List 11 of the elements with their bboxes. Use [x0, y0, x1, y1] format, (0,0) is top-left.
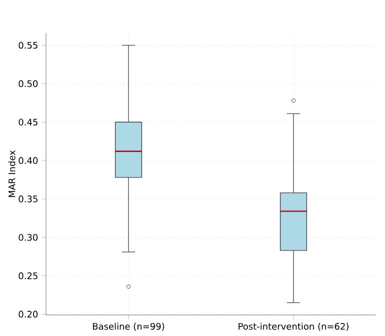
- x-tick-label: Post-intervention (n=62): [238, 322, 348, 331]
- y-tick-label: 0.45: [18, 118, 38, 126]
- y-tick-label: 0.35: [18, 196, 38, 202]
- x-tick-label: Baseline (n=99): [93, 322, 164, 331]
- y-tick-label: 0.50: [18, 80, 38, 88]
- y-tick-label: 0.25: [18, 272, 38, 280]
- y-tick-label: 0.40: [18, 157, 38, 164]
- y-axis-title: MAR Index: [8, 150, 16, 198]
- y-tick-label: 0.20: [18, 310, 38, 318]
- y-tick-label: 0.55: [18, 42, 38, 49]
- y-tick-label: 0.30: [18, 234, 38, 241]
